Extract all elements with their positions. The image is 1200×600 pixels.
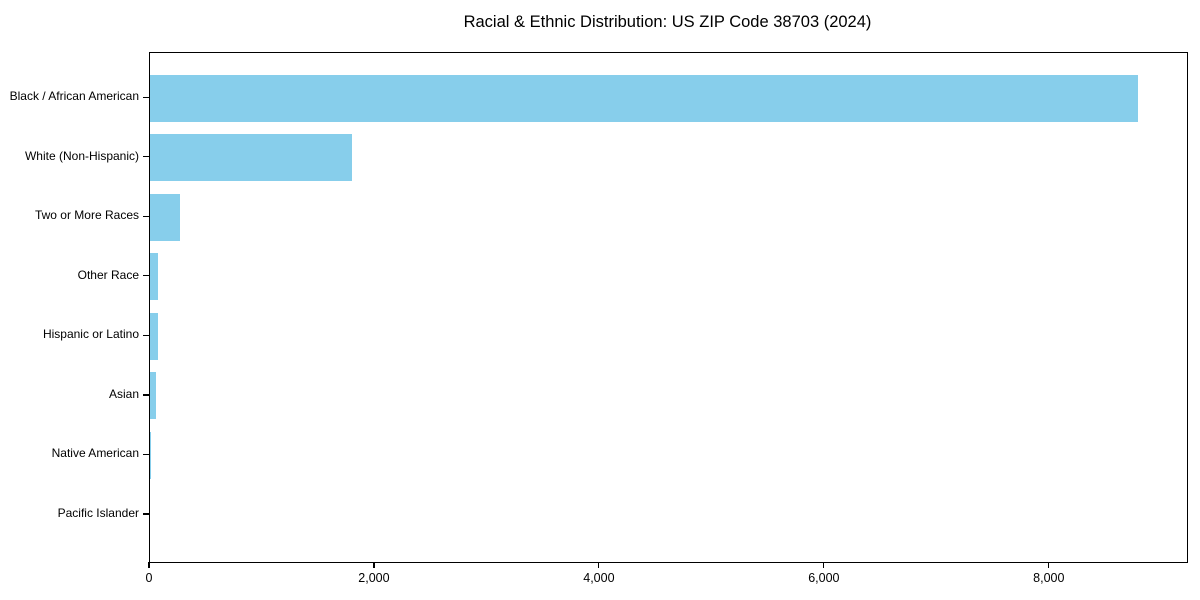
y-tick-mark [143,215,149,217]
x-tick-label: 8,000 [1033,571,1065,585]
y-tick-label: Hispanic or Latino [42,327,139,342]
y-tick-label: Asian [108,386,139,401]
x-tick-mark [598,562,600,568]
y-tick-label: Two or More Races [34,208,139,223]
x-tick-mark [373,562,375,568]
bar [150,193,181,241]
y-tick-label: Other Race [77,267,139,282]
bar [150,372,156,420]
bar [150,431,152,479]
y-tick-mark [143,275,149,277]
y-tick-mark [143,334,149,336]
y-tick-label: Pacific Islander [57,505,139,520]
x-tick-label: 6,000 [808,571,840,585]
x-tick-label: 4,000 [583,571,615,585]
y-tick-mark [143,156,149,158]
x-tick-label: 0 [145,571,153,585]
x-tick-mark [823,562,825,568]
x-tick-label: 2,000 [358,571,390,585]
y-tick-label: Black / African American [9,89,139,103]
y-tick-mark [143,513,149,515]
y-tick-label: Native American [51,446,139,461]
x-tick-mark [1048,562,1050,568]
chart-title: Racial & Ethnic Distribution: US ZIP Cod… [463,13,872,31]
x-tick-mark [148,562,150,568]
plot-area [149,52,1188,563]
y-tick-label: White (Non-Hispanic) [24,148,139,163]
bar [150,134,353,182]
bar [150,312,159,360]
y-tick-mark [143,96,149,98]
bar [150,253,158,301]
y-tick-mark [143,394,149,396]
y-tick-mark [143,453,149,456]
bar [150,74,1138,122]
